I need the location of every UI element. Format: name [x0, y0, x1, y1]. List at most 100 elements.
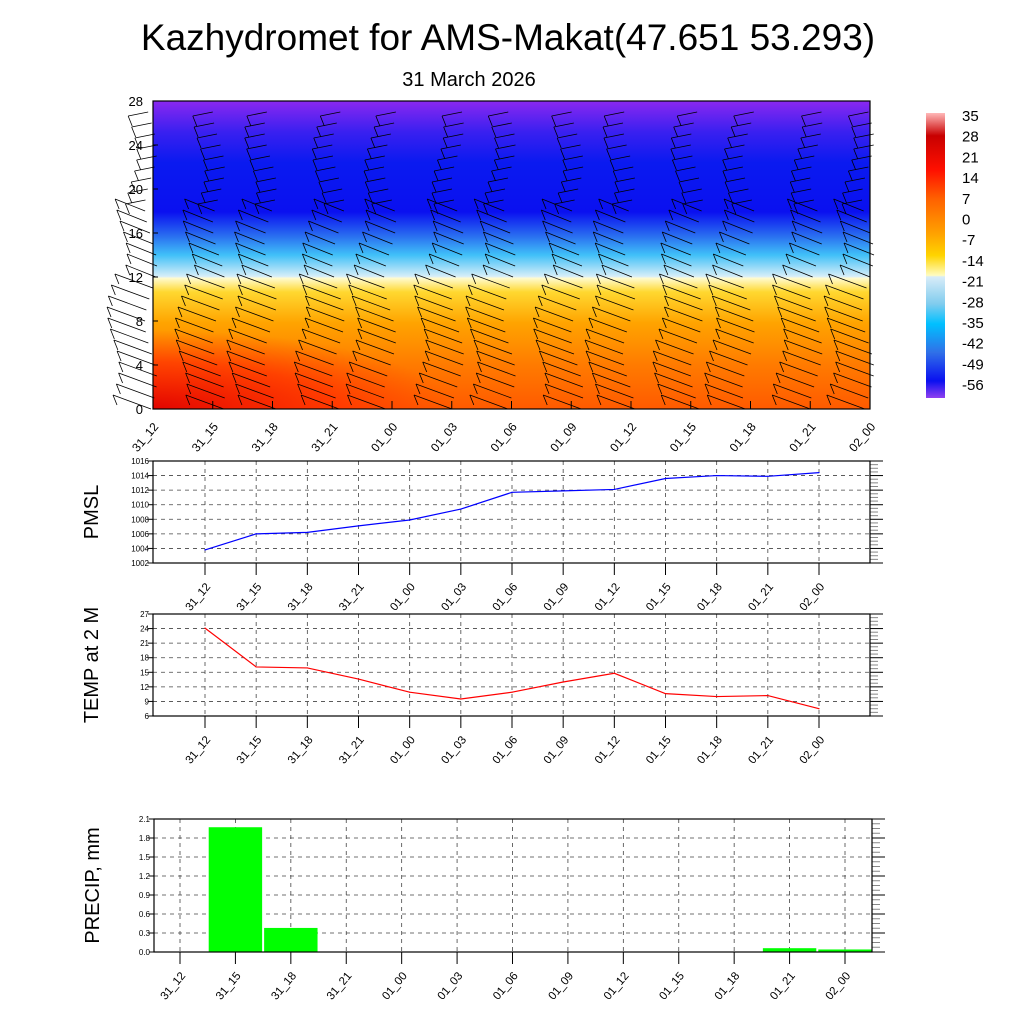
wind-barb-feather: [714, 306, 720, 318]
wind-barb-feather: [235, 242, 240, 254]
wind-barb-feather: [843, 242, 849, 254]
wind-barb-feather: [298, 339, 303, 351]
wind-barb-feather: [308, 220, 313, 232]
wind-barb-feather: [556, 137, 562, 149]
wind-barb: [244, 133, 265, 139]
wind-barb-feather: [772, 284, 777, 296]
y-tick-label: 12: [129, 270, 143, 285]
wind-barb: [235, 242, 266, 256]
wind-barb-feather: [415, 383, 421, 395]
wind-barb: [254, 199, 276, 205]
wind-barb: [789, 242, 820, 256]
wind-barb-feather: [664, 220, 670, 232]
wind-barb-feather: [125, 203, 130, 215]
data-point: [255, 666, 257, 668]
wind-barb-feather: [353, 264, 359, 276]
wind-barb: [182, 209, 214, 223]
precip-bar: [264, 927, 318, 952]
colorbar-label: -56: [962, 377, 984, 394]
wind-barb: [544, 273, 583, 289]
wind-barb-feather: [477, 361, 482, 373]
wind-barb: [485, 242, 516, 256]
wind-barb: [604, 111, 625, 117]
wind-barb: [682, 199, 703, 205]
wind-barb: [773, 383, 812, 399]
wind-barb-feather: [471, 273, 477, 285]
wind-barb: [367, 144, 388, 150]
y-tick-label: 21: [140, 639, 149, 648]
wind-barb: [238, 284, 277, 300]
wind-barb: [358, 242, 390, 256]
wind-barb-feather: [204, 170, 210, 182]
wind-barb-feather: [611, 203, 617, 215]
wind-barb: [661, 253, 692, 267]
wind-barb-feather: [733, 115, 739, 127]
x-tick-label: 01_06: [491, 734, 521, 766]
x-tick-label: 31_15: [214, 970, 244, 1002]
wind-barb-feather: [321, 192, 327, 204]
wind-barb-feather: [654, 372, 659, 384]
wind-barb: [116, 350, 156, 366]
wind-barb-feather: [254, 203, 260, 215]
wind-barb: [346, 273, 385, 289]
x-tick-label: 01_00: [368, 420, 400, 455]
wind-barb: [542, 361, 581, 377]
wind-barb: [712, 295, 751, 311]
data-point: [204, 549, 206, 551]
data-point: [767, 475, 769, 477]
wind-barb: [653, 350, 692, 366]
wind-barb: [365, 220, 396, 234]
x-tick-label: 01_18: [713, 970, 743, 1002]
wind-barb: [544, 372, 584, 388]
wind-barb-feather: [494, 159, 499, 171]
wind-barb-feather: [297, 383, 302, 395]
wind-barb-feather: [357, 317, 363, 329]
wind-barb-feather: [562, 159, 568, 171]
wind-barb-feather: [652, 350, 658, 362]
x-tick-label: 31_12: [159, 970, 189, 1002]
wind-barb-feather: [300, 394, 306, 406]
wind-barb-feather: [835, 361, 841, 373]
wind-barb-feather: [731, 203, 737, 215]
wind-barb: [709, 350, 748, 366]
wind-barb: [374, 122, 395, 128]
wind-barb-feather: [238, 284, 243, 296]
wind-barb-feather: [671, 198, 677, 210]
colorbar-label: -14: [962, 253, 984, 270]
plot-frame: [152, 613, 871, 717]
wind-barb: [793, 199, 814, 205]
wind-barb: [728, 188, 749, 194]
wind-barb: [425, 264, 456, 278]
wind-barb: [431, 177, 453, 183]
wind-barb: [545, 231, 576, 245]
wind-barb-feather: [652, 361, 658, 373]
wind-barb-feather: [118, 372, 123, 384]
wind-barb: [186, 383, 225, 399]
wind-barb: [704, 372, 743, 388]
wind-barb-feather: [793, 203, 799, 215]
pmsl-panel: 1002 1004 1006 1008 1010 1012 1014 1016 31_12 31_…: [81, 457, 883, 613]
wind-barb-feather: [182, 361, 188, 373]
y-tick-label: 1012: [131, 486, 149, 495]
wind-barb-feather: [134, 137, 140, 149]
wind-barb: [830, 328, 869, 344]
wind-barb: [824, 306, 863, 322]
wind-barb: [731, 199, 752, 205]
wind-barb-feather: [727, 137, 733, 149]
wind-barb: [440, 144, 461, 150]
wind-barb: [802, 122, 823, 128]
wind-barb: [842, 231, 874, 245]
wind-barb-feather: [797, 148, 803, 160]
wind-barb-feather: [365, 209, 371, 221]
wind-barb: [839, 264, 871, 278]
x-tick-label: 02_00: [824, 970, 854, 1002]
wind-barb-feather: [174, 328, 180, 340]
wind-barb: [842, 253, 874, 267]
wind-barb: [107, 317, 146, 333]
wind-barb: [713, 253, 744, 267]
wind-barb-feather: [228, 361, 234, 373]
wind-barb-feather: [839, 220, 845, 232]
wind-barb-feather: [181, 295, 186, 307]
wind-barb-feather: [443, 126, 449, 138]
precip-bar: [818, 949, 872, 952]
